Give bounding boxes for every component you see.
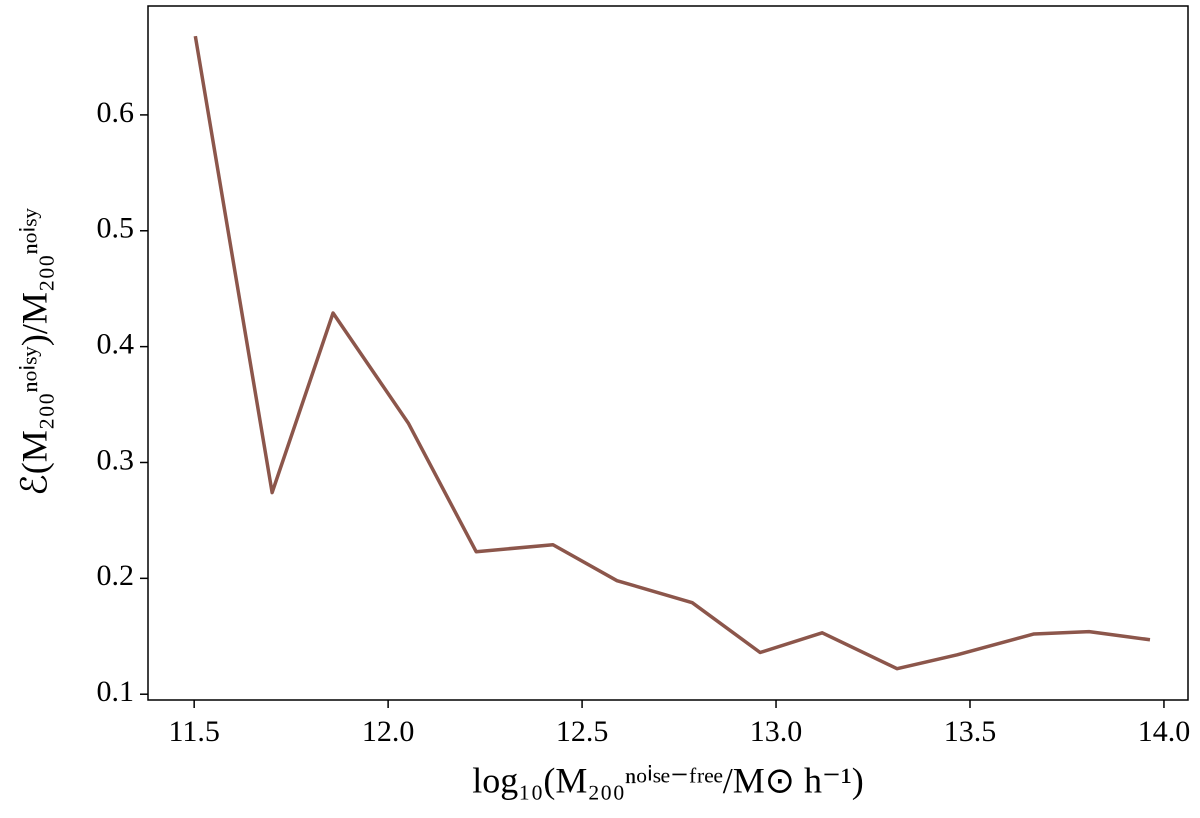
x-tick-label: 12.0 — [362, 715, 415, 748]
y-tick-label: 0.6 — [97, 96, 135, 129]
y-tick-label: 0.1 — [97, 675, 135, 708]
y-axis-label: ℰ(M₂₀₀ⁿᵒⁱˢʸ)/M₂₀₀ⁿᵒⁱˢʸ — [14, 208, 54, 496]
x-tick-label: 12.5 — [556, 715, 609, 748]
x-tick-label: 11.5 — [168, 715, 219, 748]
data-line — [193, 35, 1151, 671]
y-tick-label: 0.2 — [97, 559, 135, 592]
plot-frame — [147, 5, 1189, 701]
y-tick-label: 0.4 — [97, 328, 135, 361]
x-axis-label: log₁₀(M₂₀₀ⁿᵒⁱˢᵉ⁻ᶠʳᵉᵉ/M⊙ h⁻¹) — [472, 760, 864, 800]
x-tick-label: 13.5 — [944, 715, 997, 748]
x-tick-label: 14.0 — [1138, 715, 1191, 748]
x-tick-label: 13.0 — [750, 715, 803, 748]
y-tick-label: 0.5 — [97, 212, 135, 245]
y-tick-label: 0.3 — [97, 443, 135, 476]
